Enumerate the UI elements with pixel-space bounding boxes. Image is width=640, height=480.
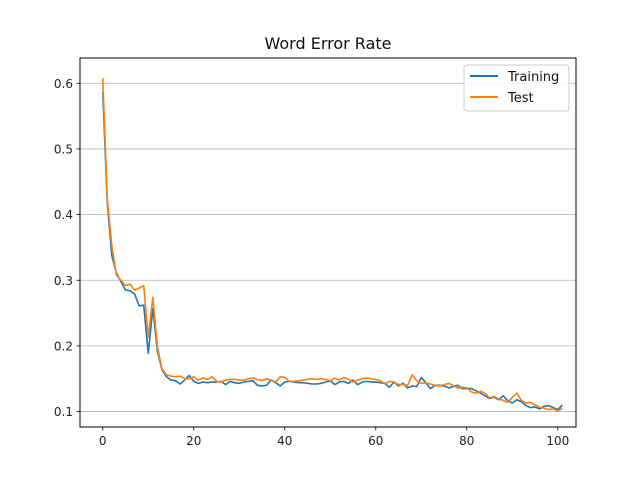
legend: Training Test (463, 64, 570, 112)
series-line-training (101, 91, 563, 411)
x-tick-label: 0 (99, 434, 107, 448)
x-tick-label: 80 (459, 434, 474, 448)
series-line-test (101, 77, 563, 412)
y-axis: 0.1 0.2 0.3 0.4 0.5 0.6 (54, 77, 80, 419)
gridlines (80, 82, 576, 412)
x-axis: 0 20 40 60 80 100 (99, 427, 569, 448)
x-tick-label: 60 (368, 434, 383, 448)
y-tick-label: 0.6 (54, 77, 73, 91)
x-tick-label: 40 (277, 434, 292, 448)
y-tick-label: 0.1 (54, 405, 73, 419)
plot-area-frame (79, 57, 577, 428)
y-tick-label: 0.2 (54, 339, 73, 353)
y-tick-label: 0.4 (54, 208, 73, 222)
chart-title: Word Error Rate (265, 34, 392, 53)
y-tick-label: 0.3 (54, 274, 73, 288)
legend-label-training: Training (507, 70, 559, 85)
x-tick-label: 100 (546, 434, 569, 448)
legend-label-test: Test (507, 91, 534, 106)
y-tick-label: 0.5 (54, 142, 73, 156)
x-tick-label: 20 (186, 434, 201, 448)
series-lines (101, 77, 563, 412)
